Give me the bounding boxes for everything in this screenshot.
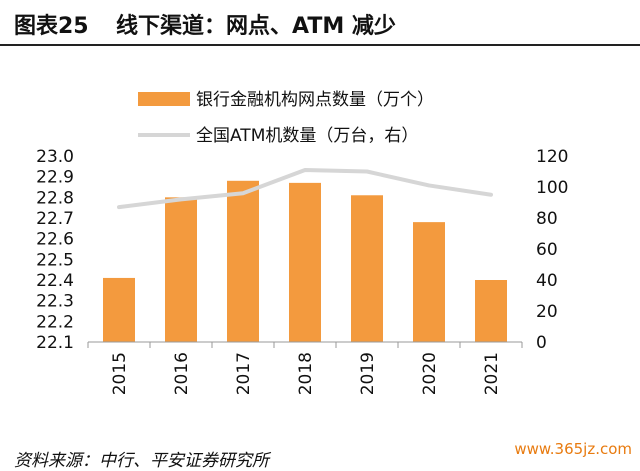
y-left-tick-label: 22.6 bbox=[36, 230, 74, 250]
bar bbox=[289, 182, 321, 342]
bar bbox=[227, 180, 259, 342]
y-right-tick-label: 0 bbox=[536, 333, 547, 353]
y-left-tick-label: 22.3 bbox=[36, 292, 74, 312]
bar bbox=[103, 277, 135, 342]
y-right-tick-label: 80 bbox=[536, 209, 558, 229]
y-left-tick-label: 22.1 bbox=[36, 333, 74, 353]
legend-label-line: 全国ATM机数量（万台，右） bbox=[196, 126, 418, 146]
bar bbox=[351, 195, 383, 342]
x-tick-label: 2016 bbox=[172, 352, 192, 395]
x-tick-label: 2020 bbox=[420, 352, 440, 395]
watermark: www.365jz.com bbox=[510, 440, 636, 458]
figure-title: 线下渠道：网点、ATM 减少 bbox=[116, 14, 396, 39]
y-left-tick-label: 22.4 bbox=[36, 271, 74, 291]
y-right-tick-label: 100 bbox=[536, 178, 568, 198]
x-tick-label: 2015 bbox=[110, 352, 130, 395]
y-right-tick-label: 60 bbox=[536, 240, 558, 260]
y-right-tick-label: 40 bbox=[536, 271, 558, 291]
x-tick-label: 2017 bbox=[234, 352, 254, 395]
y-right-tick-label: 20 bbox=[536, 302, 558, 322]
y-left-tick-label: 22.5 bbox=[36, 250, 74, 270]
y-left-tick-label: 23.0 bbox=[36, 147, 74, 167]
bar bbox=[413, 222, 445, 342]
x-tick-label: 2019 bbox=[358, 352, 378, 395]
legend-label-bar: 银行金融机构网点数量（万个） bbox=[196, 90, 434, 110]
bar bbox=[475, 280, 507, 342]
y-right-tick-label: 120 bbox=[536, 147, 568, 167]
y-left-tick-label: 22.7 bbox=[36, 209, 74, 229]
line-series-atm bbox=[117, 167, 493, 210]
legend-swatch-bar bbox=[138, 92, 190, 106]
y-left-tick-label: 22.2 bbox=[36, 312, 74, 332]
figure-title-bar: 图表25 线下渠道：网点、ATM 减少 bbox=[0, 0, 640, 46]
x-tick-label: 2021 bbox=[482, 352, 502, 395]
y-left-tick-label: 22.9 bbox=[36, 168, 74, 188]
figure-label: 图表25 bbox=[14, 14, 89, 39]
chart: 银行金融机构网点数量（万个） 全国ATM机数量（万台，右） 23.022.922.8… bbox=[36, 90, 568, 395]
y-left-tick-label: 22.8 bbox=[36, 188, 74, 208]
source-note: 资料来源：中行、平安证券研究所 bbox=[14, 451, 269, 471]
x-tick-label: 2018 bbox=[296, 352, 316, 395]
bar bbox=[165, 197, 197, 342]
